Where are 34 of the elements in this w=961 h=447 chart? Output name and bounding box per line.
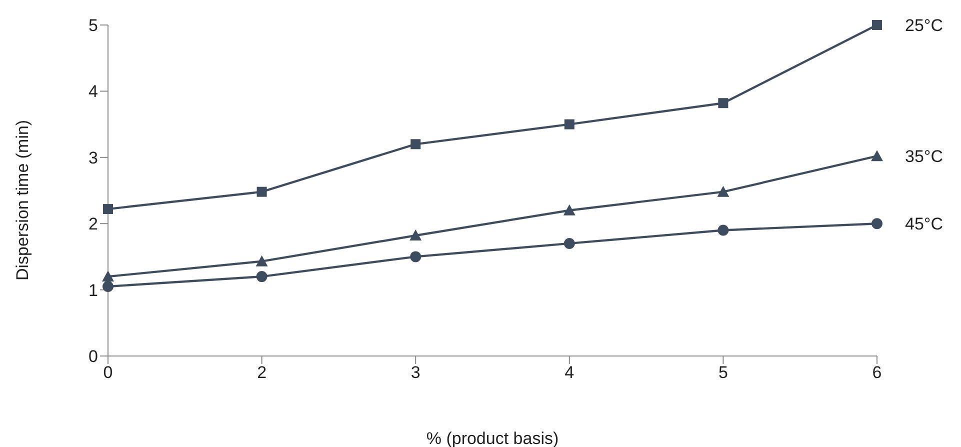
- point: [717, 186, 730, 197]
- y-axis-title: Dispersion time (min): [13, 120, 32, 280]
- x-tick-label: 4: [564, 363, 574, 382]
- x-tick-label: 5: [718, 363, 728, 382]
- point: [718, 224, 729, 236]
- x-tick-label: 0: [103, 363, 113, 382]
- point: [256, 186, 267, 197]
- y-tick-label: 4: [88, 82, 98, 102]
- y-tick-label: 2: [88, 214, 98, 234]
- point: [872, 218, 882, 230]
- point: [410, 251, 422, 262]
- x-tick-label: 3: [410, 363, 420, 382]
- series-label: 35°C: [905, 147, 943, 166]
- series-label: 25°C: [905, 16, 943, 35]
- point: [563, 204, 576, 216]
- point: [256, 255, 268, 266]
- point: [102, 280, 114, 292]
- point: [410, 139, 421, 150]
- point: [410, 230, 422, 241]
- point: [102, 270, 114, 282]
- series-label: 45°C: [905, 214, 943, 234]
- x-tick-label: 6: [872, 363, 882, 382]
- point: [103, 204, 113, 214]
- y-tick-label: 3: [88, 148, 98, 168]
- point: [256, 271, 268, 282]
- y-tick-label: 5: [88, 16, 98, 36]
- point: [564, 238, 575, 249]
- point: [872, 20, 882, 30]
- y-tick-label: 1: [88, 280, 98, 300]
- point: [564, 119, 574, 130]
- x-tick-label: 2: [257, 363, 267, 382]
- y-tick-label: 0: [88, 347, 98, 366]
- point: [871, 150, 883, 162]
- point: [718, 98, 728, 108]
